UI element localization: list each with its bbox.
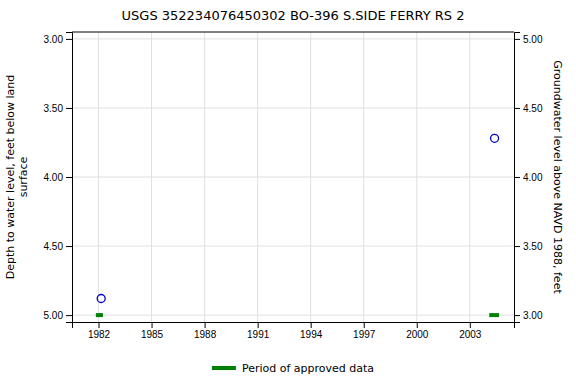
tick-label: 3.00 [44, 34, 64, 45]
tick-mark [514, 39, 520, 40]
segment [96, 313, 103, 317]
y-axis-label-line: Depth to water level, feet below land [4, 75, 17, 280]
tick-label: 1994 [300, 329, 323, 340]
marks [96, 134, 499, 315]
tick: 4.50 [514, 103, 543, 114]
plot: 1982 1985 1988 1991 1994 1997 2000 2003 3.00 3.50… [44, 32, 543, 340]
tick-label: 4.50 [523, 103, 543, 114]
tick-mark [99, 322, 100, 328]
tick-label: 2000 [406, 329, 429, 340]
tick-mark [66, 315, 72, 316]
tick: 3.00 [514, 310, 543, 321]
tick: 1982 [88, 322, 111, 340]
legend: Period of approved data [212, 362, 374, 375]
tick-label: 5.00 [44, 310, 64, 321]
tick-mark [152, 322, 153, 328]
y-axis: 3.00 3.50 4.00 4.50 5.00 [44, 33, 73, 323]
axis-line [73, 323, 515, 329]
tick: 4.00 [514, 172, 543, 183]
tick-mark [258, 322, 259, 328]
tick: 4.50 [44, 241, 72, 252]
grid-line [72, 315, 514, 316]
tick-mark [514, 246, 520, 247]
legend-label: Period of approved data [242, 362, 374, 375]
tick-label: 4.50 [44, 241, 64, 252]
tick: 5.00 [514, 34, 543, 45]
tick: 1997 [353, 322, 376, 340]
tick: 2003 [459, 322, 482, 340]
tick-label: 1985 [141, 329, 164, 340]
y-axis-label-line: surface [17, 156, 30, 197]
y2-axis: 3.00 3.50 4.00 4.50 5.00 [514, 33, 543, 323]
point [97, 295, 105, 303]
grid [72, 32, 514, 322]
tick-mark [514, 315, 520, 316]
tick-mark [311, 322, 312, 328]
grid-line [72, 38, 514, 39]
tick-label: 1997 [353, 329, 376, 340]
grid-line [72, 107, 514, 108]
tick-mark [514, 177, 520, 178]
x-axis: 1982 1985 1988 1991 1994 1997 2000 2003 [73, 322, 515, 340]
legend-swatch [212, 366, 236, 370]
title: USGS 352234076450302 BO-396 S.SIDE FERRY… [122, 8, 465, 23]
y-axis-label: Depth to water level, feet below landsur… [4, 75, 30, 280]
axis-line [66, 33, 73, 323]
tick-mark [66, 246, 72, 247]
tick-mark [66, 177, 72, 178]
tick: 3.50 [44, 103, 72, 114]
tick-label: 1991 [247, 329, 270, 340]
tick-mark [514, 108, 520, 109]
tick: 4.00 [44, 172, 72, 183]
tick-mark [66, 108, 72, 109]
tick: 3.50 [514, 241, 543, 252]
tick-label: 1982 [88, 329, 111, 340]
legend-item: Period of approved data [212, 362, 374, 375]
segment [489, 313, 499, 317]
tick: 3.00 [44, 34, 72, 45]
tick: 2000 [406, 322, 429, 340]
tick-mark [470, 322, 471, 328]
tick-label: 5.00 [523, 34, 543, 45]
tick-mark [417, 322, 418, 328]
tick-label: 4.00 [523, 172, 543, 183]
tick: 1991 [247, 322, 270, 340]
tick: 1988 [194, 322, 217, 340]
tick: 1994 [300, 322, 323, 340]
axis-line [515, 33, 521, 323]
tick-mark [364, 322, 365, 328]
chart: 1982 1985 1988 1991 1994 1997 2000 2003 3.00 3.50… [0, 0, 576, 384]
y2-axis-label: Groundwater level above NAVD 1988, feet [551, 60, 564, 294]
tick-mark [66, 39, 72, 40]
grid-line [72, 177, 514, 178]
point [491, 134, 499, 142]
tick: 5.00 [44, 310, 72, 321]
tick-label: 2003 [459, 329, 482, 340]
frame [72, 32, 514, 33]
tick-label: 3.50 [44, 103, 64, 114]
tick: 1985 [141, 322, 164, 340]
grid-line [72, 246, 514, 247]
tick-label: 3.50 [523, 241, 543, 252]
tick-label: 1988 [194, 329, 217, 340]
tick-label: 4.00 [44, 172, 64, 183]
tick-label: 3.00 [523, 310, 543, 321]
tick-mark [205, 322, 206, 328]
